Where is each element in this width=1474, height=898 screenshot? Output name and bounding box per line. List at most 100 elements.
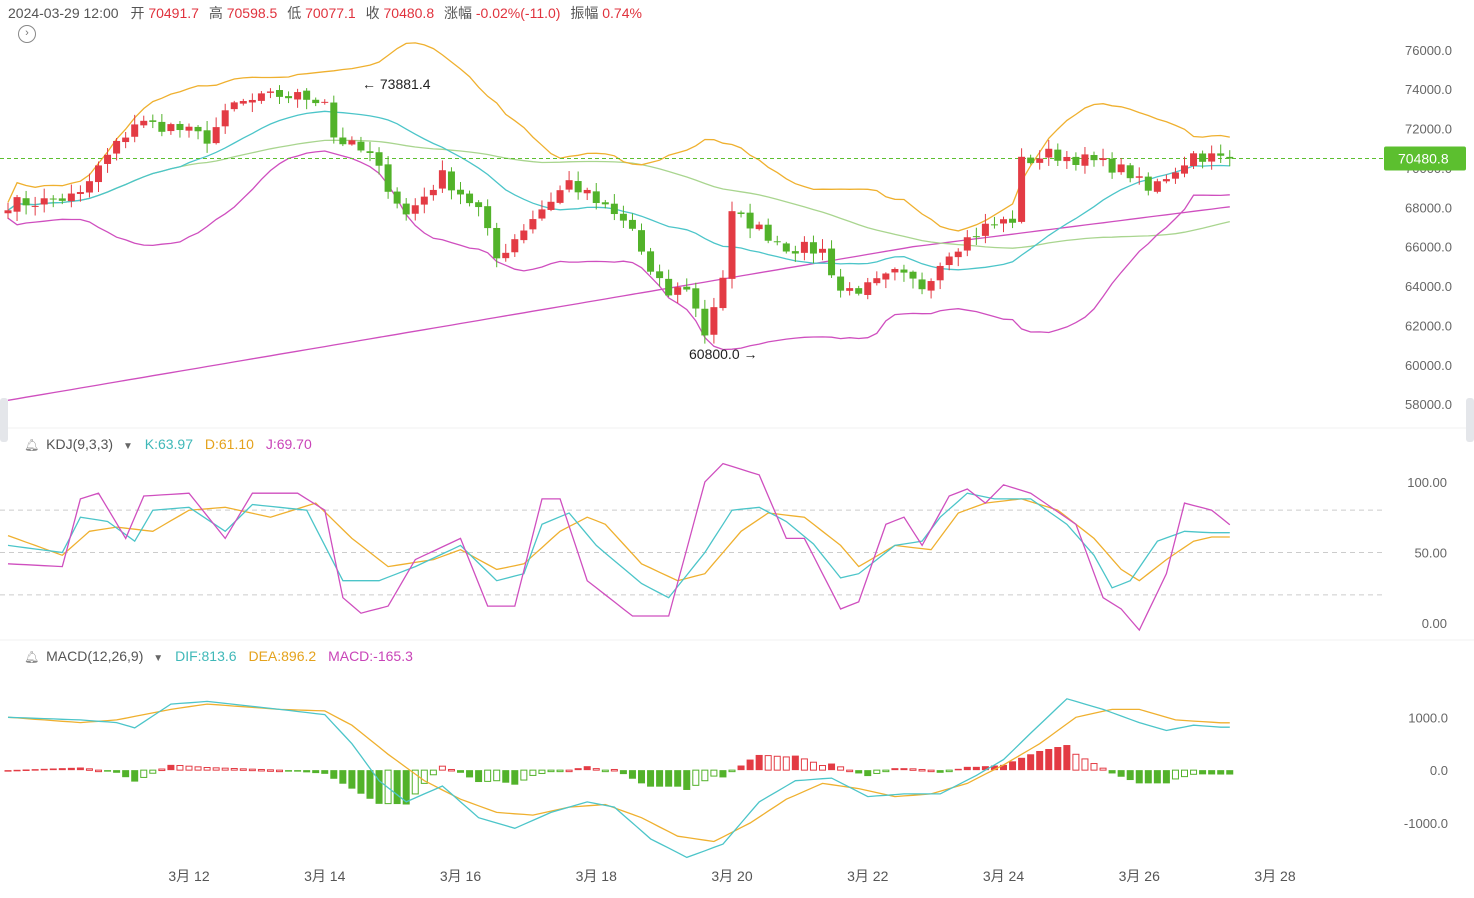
bell-icon[interactable]: 🔔︎: [24, 650, 40, 664]
candle-body: [927, 281, 935, 291]
candle-body: [475, 202, 483, 208]
macd-bar: [1153, 770, 1161, 784]
macd-bar: [692, 769, 700, 786]
candle-body: [1135, 176, 1143, 178]
macd-bar: [565, 769, 573, 773]
macd-bar: [610, 768, 618, 772]
macd-dif-line: [7, 698, 1230, 859]
macd-bar: [601, 769, 609, 773]
candle-body: [95, 165, 102, 183]
kdj-j-line: [7, 462, 1231, 632]
macd-bar: [782, 756, 790, 771]
candle-body: [1153, 181, 1161, 192]
macd-bar: [420, 769, 428, 784]
price-axis-label: 62000.0: [1405, 318, 1452, 333]
candle-body: [203, 130, 211, 144]
chevron-right-icon[interactable]: ›: [18, 25, 36, 43]
candle-body: [76, 192, 84, 194]
kdj-axis-label: 0.00: [1422, 616, 1447, 631]
close-label: 收: [365, 5, 380, 21]
macd-bar: [303, 770, 311, 773]
macd-bar: [375, 770, 383, 804]
left-panel-handle[interactable]: [0, 398, 8, 442]
macd-bar: [1144, 770, 1152, 784]
candle-body: [402, 203, 410, 215]
candle-body: [1018, 156, 1026, 222]
chevron-down-icon[interactable]: ▼: [122, 441, 133, 452]
candle-body: [1217, 153, 1225, 156]
macd-bar: [882, 769, 890, 773]
macd-bar: [4, 770, 12, 772]
candle-body: [239, 101, 247, 104]
candle-body: [312, 99, 320, 104]
amplitude-label: 振幅: [570, 5, 599, 21]
candle-body: [22, 198, 30, 206]
candle-datetime: 2024-03-29 12:00: [8, 5, 119, 21]
candle-body: [791, 251, 799, 254]
candle-body: [963, 237, 971, 251]
candle-body: [248, 99, 256, 103]
candle-body: [447, 171, 455, 191]
macd-axis-label: -1000.0: [1404, 816, 1448, 831]
macd-bar: [574, 768, 582, 771]
candle-body: [846, 288, 854, 291]
chevron-down-icon[interactable]: ▼: [153, 653, 164, 664]
candle-body: [122, 137, 130, 143]
macd-bar: [85, 768, 93, 771]
macd-bar: [791, 755, 799, 771]
candle-body: [900, 269, 908, 273]
macd-bar: [529, 769, 537, 776]
candle-body: [13, 197, 21, 212]
candle-body: [85, 181, 93, 193]
candle-body: [837, 276, 845, 291]
right-panel-handle[interactable]: [1466, 398, 1474, 442]
candle-body: [411, 205, 419, 214]
macd-bar: [837, 766, 845, 771]
candle-body: [547, 201, 555, 210]
macd-bar: [809, 761, 817, 771]
macd-bar: [1027, 754, 1035, 771]
macd-bar: [167, 764, 175, 771]
x-axis-label: 3月 20: [711, 868, 752, 884]
candle-body: [1054, 149, 1062, 161]
macd-bar: [1117, 770, 1125, 777]
macd-bar: [647, 770, 655, 787]
macd-bar: [1063, 745, 1071, 771]
candle-body: [438, 170, 446, 189]
macd-bar: [1009, 761, 1017, 771]
candle-body: [656, 271, 664, 279]
amplitude-value: 0.74%: [602, 5, 642, 21]
candle-body: [864, 282, 872, 295]
macd-bar: [1181, 769, 1188, 778]
candle-body: [1099, 158, 1107, 161]
candle-body: [764, 224, 772, 241]
macd-bar: [909, 768, 917, 771]
candle-body: [49, 198, 57, 200]
macd-bar: [800, 758, 808, 771]
macd-bar: [864, 770, 872, 777]
high-label: 高: [208, 5, 223, 21]
macd-bar: [728, 769, 736, 773]
candle-body: [1009, 218, 1017, 223]
macd-bar: [1000, 764, 1007, 771]
macd-bar: [493, 769, 501, 782]
kdj-title: KDJ(9,3,3): [46, 436, 114, 452]
macd-bar: [1199, 770, 1207, 775]
x-axis-label: 3月 28: [1254, 868, 1295, 884]
bell-icon[interactable]: 🔔︎: [24, 438, 40, 452]
macd-bar: [76, 767, 84, 771]
candle-body: [330, 102, 338, 138]
macd-bar: [954, 768, 962, 771]
macd-bar: [556, 769, 564, 773]
candle-body: [393, 191, 401, 204]
candle-body: [755, 224, 763, 230]
macd-bar: [158, 768, 166, 772]
candle-body: [1171, 172, 1179, 179]
candle-body: [366, 151, 374, 154]
macd-bar: [104, 770, 112, 772]
macd-bar: [846, 769, 854, 773]
kdj-title-bar: 🔔︎ KDJ(9,3,3) ▼ K:63.97 D:61.10 J:69.70: [24, 436, 320, 452]
macd-bar: [67, 767, 75, 771]
macd-bar: [402, 770, 410, 805]
macd-bar: [203, 767, 211, 771]
